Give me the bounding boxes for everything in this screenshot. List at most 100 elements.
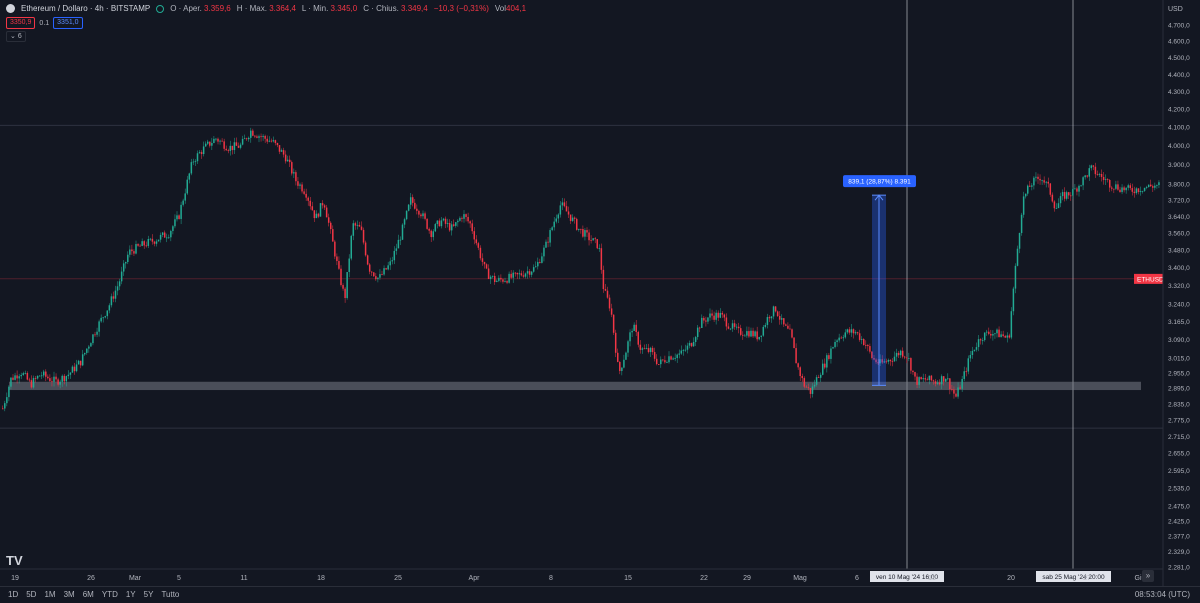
range-button[interactable]: YTD: [101, 590, 118, 599]
candle: [922, 378, 924, 380]
candle: [323, 205, 326, 208]
range-button[interactable]: 6M: [82, 590, 94, 599]
candle: [1139, 191, 1142, 192]
order-buttons: 3350,9 0.1 3351,0: [6, 17, 83, 29]
indicators-toggle[interactable]: ⌄ 6: [6, 31, 26, 42]
candle: [352, 223, 355, 236]
candle: [430, 230, 432, 238]
candle: [725, 317, 728, 327]
candle: [174, 219, 176, 227]
candle: [8, 386, 10, 398]
candle: [807, 387, 810, 389]
range-button[interactable]: Tutto: [161, 590, 180, 599]
range-button[interactable]: 5D: [26, 590, 37, 599]
candle: [225, 148, 227, 151]
candle: [38, 375, 41, 377]
range-button[interactable]: 5Y: [143, 590, 154, 599]
candle: [213, 138, 215, 144]
crosshair-date-label-1: ven 10 Mag '24 16:00: [876, 574, 939, 581]
candle: [112, 296, 115, 299]
range-button[interactable]: 1M: [44, 590, 56, 599]
candle: [576, 218, 578, 230]
symbol-title[interactable]: Ethereum / Dollaro · 4h · BITSTAMP: [21, 4, 151, 13]
grid: [0, 0, 1163, 569]
candle: [178, 215, 180, 219]
candle: [381, 274, 383, 275]
candle: [461, 217, 463, 219]
price-tick-label: 2.715,0: [1168, 434, 1190, 441]
candle: [789, 328, 791, 330]
bottom-toolbar: 1D 5D 1M 3M 6M YTD 1Y 5Y Tutto 08:53:04 (UTC): [0, 586, 1200, 603]
candle: [1018, 232, 1021, 249]
candle: [740, 328, 742, 335]
range-button[interactable]: 1D: [8, 590, 19, 599]
candle: [375, 276, 377, 280]
candle: [588, 232, 590, 241]
candle: [485, 264, 488, 269]
candle: [750, 330, 752, 337]
candle: [131, 249, 133, 252]
candle: [444, 218, 447, 224]
candle: [1053, 201, 1056, 209]
candle: [344, 288, 346, 299]
sell-button[interactable]: 3350,9: [6, 17, 36, 29]
time-tick-label: Giu: [1135, 575, 1146, 582]
candle: [159, 234, 162, 240]
candle: [284, 154, 287, 162]
candle: [594, 238, 596, 240]
candle: [746, 331, 748, 336]
currency-label: USD: [1168, 6, 1183, 13]
candle: [846, 329, 849, 333]
candle: [844, 332, 847, 338]
range-button[interactable]: 3M: [63, 590, 75, 599]
price-tick-label: 4.100,0: [1168, 125, 1190, 132]
candle: [809, 387, 812, 394]
candle: [248, 137, 250, 140]
candle: [592, 238, 594, 241]
time-tick-label: 20: [1007, 575, 1015, 582]
crosshair-date-tag-2: [1036, 571, 1111, 582]
candle: [1150, 184, 1152, 187]
candle: [977, 339, 980, 348]
candle: [1022, 196, 1025, 215]
clock[interactable]: 08:53:04 (UTC): [1134, 590, 1190, 599]
candle: [77, 360, 80, 365]
candle: [69, 372, 72, 375]
candle: [94, 334, 96, 336]
candle: [1096, 174, 1099, 175]
candle: [276, 142, 279, 146]
candle: [239, 144, 242, 148]
candle: [252, 130, 254, 136]
spread-value: 0.1: [39, 19, 50, 27]
candle: [764, 324, 767, 327]
tradingview-logo-icon[interactable]: TV: [6, 553, 23, 568]
candle: [705, 320, 707, 322]
scroll-to-realtime-button[interactable]: »: [1142, 570, 1154, 582]
candle: [729, 328, 732, 330]
candle: [387, 265, 389, 270]
time-tick-label: 27: [1083, 575, 1091, 582]
candle: [797, 363, 799, 368]
candle: [957, 387, 959, 397]
candle: [510, 273, 512, 278]
candle: [36, 375, 39, 379]
close-value: 3.349,4: [401, 4, 428, 13]
candle: [481, 258, 484, 262]
candle: [395, 248, 398, 251]
time-axis[interactable]: 19 26 Mar 5 11 18 25 Apr 8 15 22 29 Mag 6 13 20 27 Giu: [0, 568, 1163, 582]
buy-button[interactable]: 3351,0: [53, 17, 83, 29]
candle: [561, 202, 564, 206]
candle: [674, 358, 676, 359]
candle: [330, 222, 332, 230]
price-axis[interactable]: USD 4.700,0 4.600,0 4.500,0 4.400,0 4.300,0 4.…: [1162, 0, 1200, 586]
ohlc-open: O · Aper. 3.359,6: [170, 4, 231, 13]
price-tick-label: 3.165,0: [1168, 319, 1190, 326]
candle: [912, 370, 914, 373]
range-button[interactable]: 1Y: [125, 590, 136, 599]
candle: [1158, 182, 1160, 186]
candle: [520, 273, 523, 276]
candle: [500, 277, 502, 280]
candle: [157, 239, 160, 242]
candle: [1121, 187, 1123, 193]
